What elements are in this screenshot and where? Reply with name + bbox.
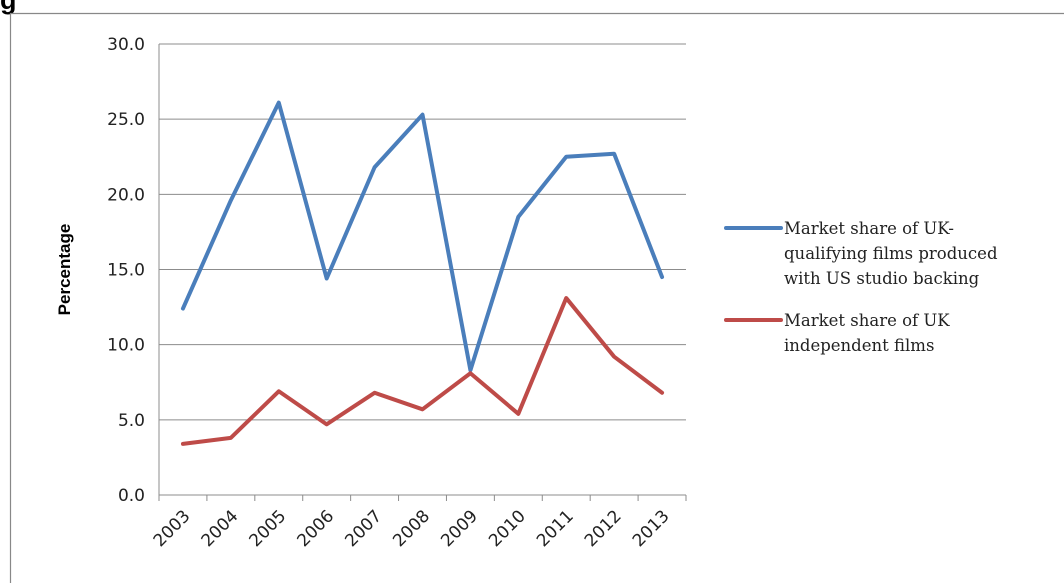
x-tick-label: 2005 (246, 506, 291, 551)
y-tick-label: 0.0 (118, 486, 145, 506)
x-tick-label: 2004 (198, 506, 243, 551)
x-tick-label: 2010 (485, 506, 530, 551)
x-tick-label: 2007 (341, 506, 386, 551)
y-tick-label: 25.0 (107, 110, 145, 130)
x-tick-label: 2003 (150, 506, 195, 551)
x-tick-label: 2006 (293, 506, 338, 551)
chart-frame (9, 12, 1064, 583)
legend-label-line: qualifying films produced (784, 244, 998, 263)
y-tick-label: 20.0 (107, 185, 145, 205)
legend-label-line: Market share of UK (784, 311, 950, 330)
heading-fragment: g (0, 0, 17, 15)
y-tick-label: 30.0 (107, 35, 145, 55)
legend-label-line: Market share of UK- (784, 219, 954, 238)
y-tick-label: 15.0 (107, 261, 145, 281)
y-tick-label: 5.0 (118, 411, 145, 431)
legend-label-line: independent films (784, 336, 934, 355)
series-line-2 (180, 296, 665, 446)
y-axis-label: Percentage (55, 224, 74, 316)
x-tick-label: 2012 (581, 506, 626, 551)
legend-label-line: with US studio backing (784, 269, 980, 288)
x-tick-label: 2013 (629, 506, 674, 551)
x-tick-label: 2008 (389, 506, 434, 551)
x-tick-label: 2009 (437, 506, 482, 551)
x-tick-label: 2011 (533, 506, 578, 551)
y-tick-label: 10.0 (107, 336, 145, 356)
series-line-1 (180, 100, 665, 373)
